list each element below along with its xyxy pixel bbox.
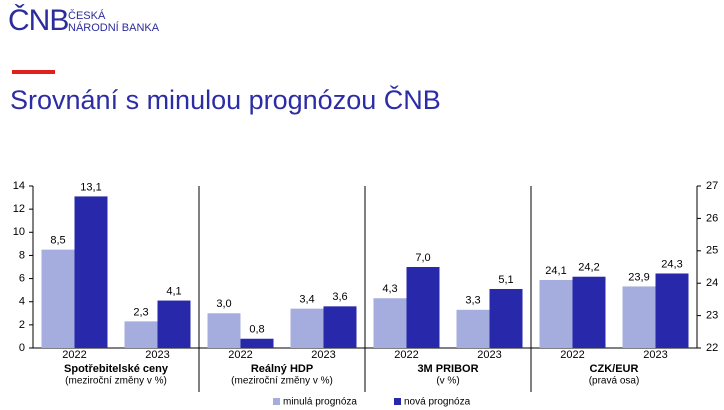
x-tick-label: 2022 bbox=[394, 349, 418, 361]
y-tick-label: 12 bbox=[13, 203, 25, 215]
data-label: 7,0 bbox=[415, 252, 430, 264]
accent-line bbox=[12, 70, 55, 74]
bar bbox=[323, 306, 357, 348]
bar bbox=[157, 300, 191, 348]
bar bbox=[456, 309, 490, 348]
data-label: 3,6 bbox=[332, 291, 347, 303]
bar bbox=[373, 298, 407, 348]
x-tick-label: 2023 bbox=[145, 349, 169, 361]
group-sublabel: (pravá osa) bbox=[589, 376, 640, 387]
data-label: 24,3 bbox=[661, 258, 682, 270]
data-label: 8,5 bbox=[50, 235, 65, 247]
x-tick-label: 2022 bbox=[62, 349, 86, 361]
legend-label: minulá prognóza bbox=[283, 397, 357, 408]
y-tick-label: 0 bbox=[19, 342, 25, 354]
logo-text: ČESKÁ bbox=[68, 9, 106, 22]
legend-swatch bbox=[394, 398, 401, 405]
y-tick-label: 6 bbox=[19, 272, 25, 284]
data-label: 24,2 bbox=[578, 262, 599, 274]
y-tick-label: 10 bbox=[13, 226, 25, 238]
y2-tick-label: 24 bbox=[706, 277, 718, 289]
y-tick-label: 4 bbox=[19, 296, 25, 308]
y-tick-label: 2 bbox=[19, 319, 25, 331]
y-tick-label: 8 bbox=[19, 249, 25, 261]
bar bbox=[74, 196, 108, 348]
y2-tick-label: 23 bbox=[706, 310, 718, 322]
bar bbox=[240, 338, 274, 348]
y2-tick-label: 27 bbox=[706, 180, 718, 192]
y2-tick-label: 26 bbox=[706, 212, 718, 224]
bar bbox=[539, 279, 573, 348]
x-tick-label: 2023 bbox=[643, 349, 667, 361]
legend-swatch bbox=[273, 398, 280, 405]
data-label: 0,8 bbox=[249, 324, 264, 336]
bar bbox=[622, 286, 656, 348]
bar bbox=[406, 267, 440, 348]
bar bbox=[41, 249, 75, 348]
y2-tick-label: 25 bbox=[706, 245, 718, 257]
data-label: 2,3 bbox=[133, 306, 148, 318]
group-label: CZK/EUR bbox=[590, 363, 639, 375]
group-sublabel: (meziroční změny v %) bbox=[231, 376, 333, 387]
x-tick-label: 2022 bbox=[560, 349, 584, 361]
bar bbox=[207, 313, 241, 348]
group-label: Reálný HDP bbox=[251, 363, 313, 375]
data-label: 24,1 bbox=[545, 265, 566, 277]
data-label: 5,1 bbox=[498, 274, 513, 286]
bar bbox=[572, 276, 606, 348]
data-label: 3,0 bbox=[216, 298, 231, 310]
data-label: 3,3 bbox=[465, 295, 480, 307]
y-tick-label: 14 bbox=[13, 180, 25, 192]
legend-label: nová prognóza bbox=[404, 397, 471, 408]
logo-text: NÁRODNÍ BANKA bbox=[68, 21, 160, 34]
data-label: 4,3 bbox=[382, 283, 397, 295]
x-tick-label: 2023 bbox=[477, 349, 501, 361]
group-label: 3M PRIBOR bbox=[417, 363, 478, 375]
y2-tick-label: 22 bbox=[706, 342, 718, 354]
logo: ČNB bbox=[8, 3, 68, 37]
page-title: Srovnání s minulou prognózou ČNB bbox=[10, 84, 441, 115]
bar bbox=[124, 321, 158, 348]
x-tick-label: 2022 bbox=[228, 349, 252, 361]
x-tick-label: 2023 bbox=[311, 349, 335, 361]
data-label: 3,4 bbox=[299, 294, 314, 306]
bar bbox=[290, 308, 324, 348]
group-sublabel: (meziroční změny v %) bbox=[65, 376, 167, 387]
data-label: 13,1 bbox=[80, 181, 101, 193]
group-label: Spotřebitelské ceny bbox=[64, 363, 169, 375]
group-sublabel: (v %) bbox=[436, 376, 459, 387]
bar bbox=[489, 288, 523, 348]
data-label: 4,1 bbox=[166, 285, 181, 297]
data-label: 23,9 bbox=[628, 271, 649, 283]
bar bbox=[655, 273, 689, 348]
